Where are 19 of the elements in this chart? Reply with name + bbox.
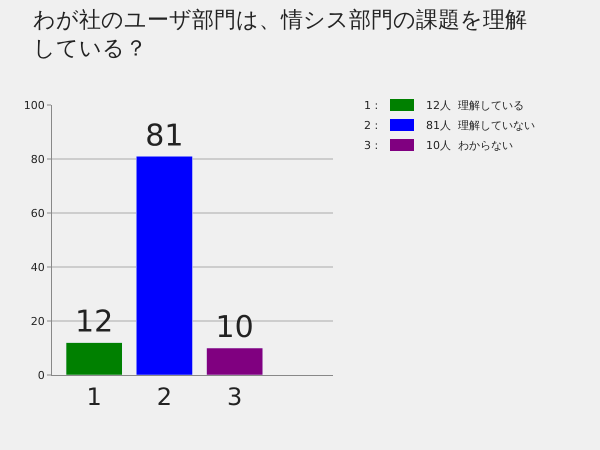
text: 2 : (364, 119, 378, 132)
y-tick-label: 40 (30, 260, 45, 274)
y-tick-label: 20 (30, 314, 45, 328)
chart-title: わが社のユーザ部門は、情シス部門の課題を理解している？ (33, 8, 527, 62)
text: 3 : (364, 139, 378, 152)
y-tick-label: 100 (24, 98, 45, 112)
legend-label: 10人 わからない (426, 139, 513, 152)
data-label: 81 (145, 118, 184, 154)
legend-label: 81人 理解していない (426, 119, 535, 132)
y-tick-label: 80 (30, 152, 45, 166)
x-tick-label: 3 (227, 382, 242, 411)
y-tick-label: 60 (30, 206, 45, 220)
data-label: 12 (75, 304, 114, 340)
y-tick-label: 0 (38, 368, 45, 382)
data-label: 10 (216, 310, 254, 345)
x-tick-label: 1 (86, 382, 102, 411)
legend-label: 12人 理解している (426, 99, 524, 112)
x-tick-label: 2 (156, 382, 172, 411)
text: 1 : (364, 99, 378, 112)
